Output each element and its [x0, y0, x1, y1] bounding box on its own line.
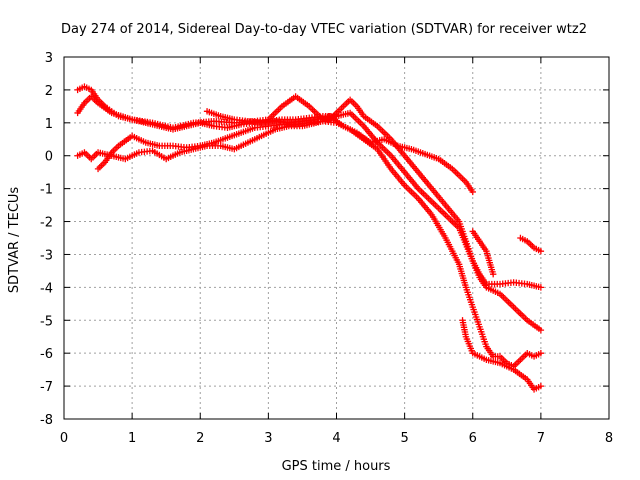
x-tick-label: 8: [605, 431, 613, 446]
y-tick-label: -7: [40, 380, 53, 395]
x-tick-label: 7: [537, 431, 545, 446]
x-axis-label: GPS time / hours: [282, 459, 391, 474]
y-axis-label: SDTVAR / TECUs: [7, 187, 22, 294]
series-track-e: [203, 108, 476, 196]
x-tick-label: 0: [60, 431, 68, 446]
series-track-c: [74, 96, 545, 334]
chart-title: Day 274 of 2014, Sidereal Day-to-day VTE…: [61, 22, 587, 37]
series-track-d: [94, 117, 545, 370]
y-tick-label: -8: [40, 413, 53, 428]
data-point: [469, 188, 476, 196]
y-tick-label: -6: [40, 347, 53, 362]
x-tick-label: 5: [400, 431, 408, 446]
tick-labels: 0 1 2 3 4 5 6 7 8 3 2 1 0 -1 -2 -3 -4 -5 -6 -7 -8: [40, 51, 613, 446]
y-tick-label: -2: [40, 216, 53, 231]
x-tick-label: 4: [332, 431, 340, 446]
axis-ticks: [63, 56, 610, 420]
y-tick-label: -5: [40, 314, 53, 329]
data-point: [537, 247, 545, 255]
y-tick-label: -4: [40, 281, 53, 296]
data-point: [489, 271, 497, 278]
x-tick-label: 3: [264, 431, 272, 446]
data-point: [537, 382, 545, 390]
x-tick-label: 6: [469, 431, 477, 446]
data-points: [74, 83, 545, 393]
y-tick-label: 0: [45, 150, 53, 165]
x-tick-label: 2: [196, 431, 204, 446]
grid: [64, 57, 609, 419]
y-tick-label: 1: [45, 117, 53, 132]
data-point: [537, 349, 545, 357]
series-track-h: [459, 317, 545, 393]
x-tick-label: 1: [128, 431, 136, 446]
y-tick-label: 2: [45, 84, 53, 99]
y-tick-label: -3: [40, 248, 53, 263]
y-tick-label: 3: [45, 51, 53, 66]
data-point: [537, 284, 545, 291]
series-track-f: [469, 228, 497, 278]
data-point: [537, 326, 545, 334]
series-track-g: [517, 234, 545, 255]
y-tick-label: -1: [40, 183, 53, 198]
